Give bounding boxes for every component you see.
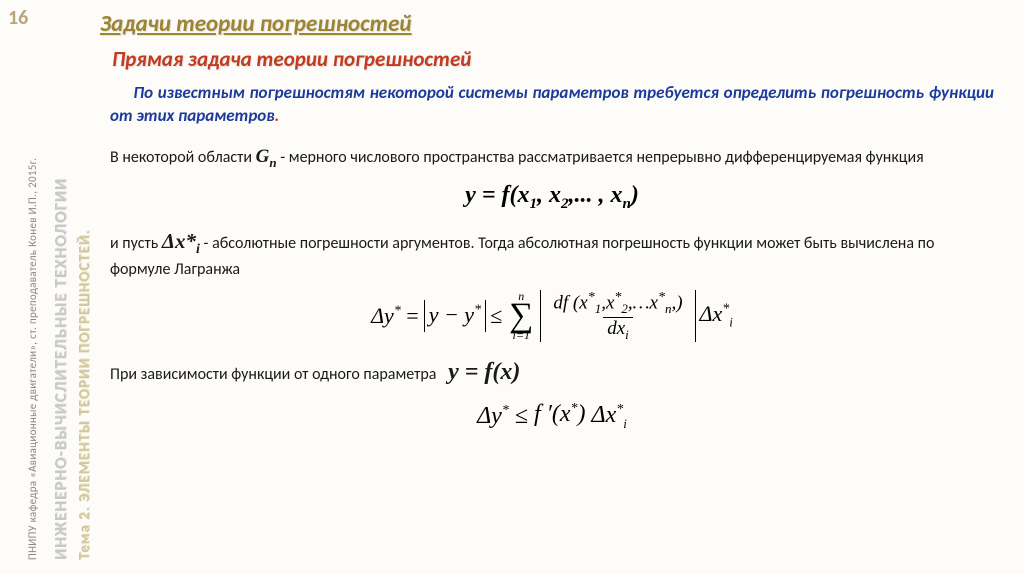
formula-lagrange: Δy* = y − y* ≤ n ∑ i=1 df (x*1,x*2,…x*n,… bbox=[100, 290, 1004, 342]
numerator: df (x*1,x*2,…x*n,) bbox=[549, 290, 686, 317]
intro-paragraph: По известным погрешностям некоторой сист… bbox=[110, 82, 994, 128]
f1-b: , x bbox=[537, 182, 561, 208]
intro-body: По известным погрешностям некоторой сист… bbox=[110, 82, 994, 126]
final-le: ≤ bbox=[515, 403, 528, 430]
denominator: dxi bbox=[603, 317, 633, 342]
paragraph-3: При зависимости функции от одного параме… bbox=[110, 356, 994, 390]
fdy-star: * bbox=[502, 403, 509, 418]
p1-text-a: В некоторой области bbox=[110, 148, 256, 167]
f1-c: ,... , x bbox=[568, 182, 622, 208]
p1-text-b: - мерного числового пространства рассмат… bbox=[277, 148, 924, 167]
p2-text-a: и пусть bbox=[110, 234, 162, 253]
den-dx: dx bbox=[607, 318, 625, 339]
gn-sub: n bbox=[269, 155, 276, 170]
sum-bot: i=1 bbox=[513, 329, 530, 341]
num-close: ) bbox=[676, 292, 682, 313]
fdy: Δy bbox=[477, 403, 502, 429]
final-dxi: Δx*i bbox=[592, 402, 627, 432]
f1-sn: n bbox=[622, 196, 630, 212]
abs1-inner: y − y bbox=[429, 302, 474, 327]
dy-txt: Δy bbox=[371, 303, 394, 328]
paragraph-2: и пусть Δx*i - абсолютные погрешности ар… bbox=[110, 227, 994, 282]
f1-s1: 1 bbox=[529, 196, 537, 212]
trailing-dxi: Δx*i bbox=[700, 301, 733, 330]
p2-text-b: - абсолютные погрешности аргументов. Тог… bbox=[110, 234, 934, 280]
dy-star: * bbox=[394, 304, 401, 319]
p3-text: При зависимости функции от одного параме… bbox=[110, 365, 436, 384]
sigma-icon: ∑ bbox=[509, 302, 533, 329]
final-dy: Δy* bbox=[477, 403, 509, 430]
intro-period: . bbox=[275, 105, 280, 126]
abs-y-ystar: y − y* bbox=[424, 300, 486, 332]
sidebar: ПНИПУ кафедра «Авиационные двигатели», с… bbox=[0, 0, 90, 574]
formula-single-param: Δy* ≤ f ′(x*) Δx*i bbox=[100, 399, 1004, 433]
fprime: f ′(x bbox=[534, 401, 571, 427]
formula-function-def: y = f(x1, x2,... , xn) bbox=[100, 182, 1004, 213]
num-df: df (x bbox=[553, 292, 587, 313]
slide-content: Задачи теории погрешностей Прямая задача… bbox=[100, 10, 1004, 564]
tdx: Δx bbox=[700, 301, 723, 326]
symbol-delta-x: Δx*i bbox=[162, 229, 200, 253]
final-expression: Δy* ≤ f ′(x*) Δx*i bbox=[477, 399, 627, 433]
sub-title: Прямая задача теории погрешностей bbox=[112, 46, 1004, 72]
eq-sign: = bbox=[405, 303, 420, 329]
le-sign: ≤ bbox=[490, 303, 502, 329]
sidebar-topic: Тема 2. ЭЛЕМЕНТЫ ТЕОРИИ ПОГРЕШНОСТЕЙ. bbox=[76, 229, 94, 560]
dx-main: Δx* bbox=[162, 229, 196, 253]
f1-a: y = f(x bbox=[465, 182, 529, 208]
fdx: Δx bbox=[592, 402, 617, 428]
num-sns: * bbox=[658, 290, 665, 305]
fp-close: ) bbox=[578, 401, 586, 427]
fdx-i: i bbox=[623, 415, 627, 430]
fp-star: * bbox=[571, 401, 578, 416]
fraction-df-dx: df (x*1,x*2,…x*n,) dxi bbox=[549, 290, 686, 343]
num-d: ,… bbox=[628, 292, 650, 313]
summation: n ∑ i=1 bbox=[509, 290, 533, 341]
sidebar-course-title: ИНЖЕНЕРНО-ВЫЧИСЛИТЕЛЬНЫЕ ТЕХНОЛОГИИ bbox=[50, 178, 71, 560]
num-c1: , bbox=[601, 292, 606, 313]
f1-d: ) bbox=[631, 182, 639, 208]
abs-fprime: f ′(x*) bbox=[534, 399, 586, 433]
symbol-Gn: Gn bbox=[256, 146, 277, 167]
den-i: i bbox=[625, 327, 629, 342]
formula-yfx: y = f(x) bbox=[448, 359, 520, 385]
sidebar-credit: ПНИПУ кафедра «Авиационные двигатели», с… bbox=[26, 158, 39, 560]
lhs-dy: Δy* bbox=[371, 303, 401, 329]
gn-g: G bbox=[256, 146, 270, 167]
num-s1s: * bbox=[588, 290, 595, 305]
tdx-i: i bbox=[729, 315, 733, 330]
abs1-star: * bbox=[474, 303, 481, 318]
lagrange-expression: Δy* = y − y* ≤ n ∑ i=1 df (x*1,x*2,…x*n,… bbox=[371, 290, 733, 342]
formula1-text: y = f(x1, x2,... , xn) bbox=[465, 182, 639, 208]
main-title: Задачи теории погрешностей bbox=[100, 10, 1004, 38]
abs-derivative: df (x*1,x*2,…x*n,) dxi bbox=[540, 290, 695, 342]
paragraph-1: В некоторой области Gn - мерного числово… bbox=[110, 144, 994, 172]
